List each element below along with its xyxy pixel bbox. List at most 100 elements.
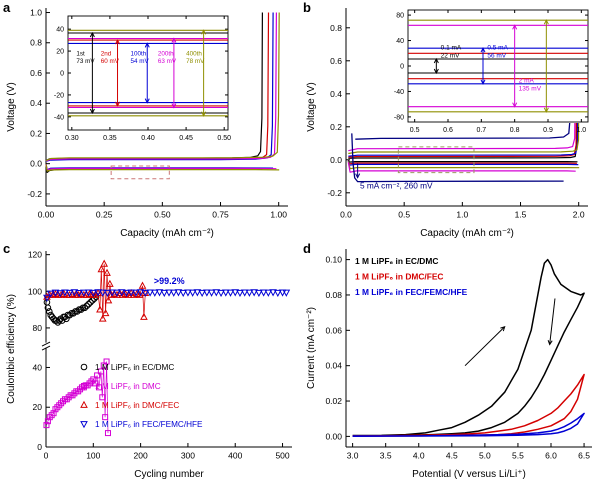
svg-text:0.08: 0.08 [325, 290, 342, 300]
svg-text:0: 0 [44, 451, 49, 461]
chart-a: 0.00 0.25 0.50 0.75 1.00-0.20.00.20.40.60.81… [6, 8, 288, 239]
arrow-2nd [115, 39, 121, 107]
svg-text:0.25: 0.25 [96, 210, 113, 220]
svg-text:0.75: 0.75 [212, 210, 229, 220]
panel-a: a 0.00 0.25 0.50 0.75 1.00 -0.2 0.0 0.2 0.4 0.6 0.… [0, 0, 300, 240]
chart-d: 3.0 3.5 4.0 4.5 5.0 5.5 6.0 6.5 0.00 0.02 0.04 0.06… [306, 249, 592, 480]
series-ovp-400th [68, 29, 228, 117]
arrow-400th [201, 29, 207, 117]
svg-text:56 mV: 56 mV [487, 52, 506, 59]
svg-text:0.50: 0.50 [154, 210, 171, 220]
svg-text:5.0: 5.0 [479, 451, 491, 461]
svg-text:4.5: 4.5 [446, 451, 458, 461]
svg-text:400th: 400th [186, 50, 202, 57]
svg-text:-20: -20 [54, 92, 64, 99]
svg-text:0.06: 0.06 [325, 325, 342, 335]
axes: 0.0 0.5 1.0 1.5 2.0 -0.2 0.0 0.2 0.4 0.6 0.8 [327, 8, 588, 220]
svg-text:1.0: 1.0 [30, 8, 42, 18]
svg-text:5 mA cm⁻², 260 mV: 5 mA cm⁻², 260 mV [360, 181, 433, 191]
arrow-2mA [512, 24, 518, 108]
svg-text:-0.2: -0.2 [327, 188, 342, 198]
svg-text:1.5: 1.5 [515, 210, 527, 220]
svg-text:0.1 mA: 0.1 mA [441, 44, 462, 51]
series-ce-dmc-fec [43, 259, 150, 322]
rate-label: 5 mA cm⁻², 260 mV [360, 181, 433, 191]
svg-text:73 mV: 73 mV [76, 58, 95, 65]
legend-label: 1 M LiPF₆ in FEC/FEMC/HFE [95, 420, 203, 429]
y-axis-label: Voltage (V) [306, 82, 317, 131]
series-ovp-2nd [68, 39, 228, 107]
legend-label: 1 M LiPF₆ in DMC [95, 382, 161, 391]
svg-text:63 mV: 63 mV [158, 58, 177, 65]
scan-direction-reverse [547, 298, 556, 346]
svg-text:20: 20 [33, 402, 43, 412]
svg-text:2 mA: 2 mA [519, 78, 535, 85]
svg-text:0.0: 0.0 [330, 155, 342, 165]
svg-text:3.0: 3.0 [347, 451, 359, 461]
svg-text:0.4: 0.4 [30, 98, 42, 108]
y-axis-label: Current (mA cm⁻²) [306, 307, 317, 389]
series-cycle-400th [45, 12, 280, 172]
svg-text:0.04: 0.04 [325, 361, 342, 371]
svg-text:5.5: 5.5 [512, 451, 524, 461]
arrow-100th [144, 42, 150, 104]
svg-text:100th: 100th [130, 50, 146, 57]
y-axis-label: Coulombic efficiency (%) [6, 294, 17, 404]
svg-text:100: 100 [28, 286, 42, 296]
svg-text:0.8: 0.8 [330, 23, 342, 33]
x-axis-label: Potential (V versus Li/Li⁺) [412, 469, 526, 480]
svg-text:20: 20 [56, 49, 64, 56]
svg-text:40: 40 [396, 38, 404, 45]
svg-text:200: 200 [134, 451, 148, 461]
svg-text:0.40: 0.40 [141, 135, 155, 142]
svg-text:135 mV: 135 mV [519, 86, 542, 93]
svg-text:0.10: 0.10 [325, 255, 342, 265]
chart-area-d: 3.0 3.5 4.0 4.5 5.0 5.5 6.0 6.5 0.00 0.02 0.04 0.06… [306, 249, 592, 480]
panel-d-label: d [303, 241, 311, 256]
svg-text:0.4: 0.4 [330, 89, 342, 99]
svg-text:0.8: 0.8 [510, 127, 520, 134]
efficiency-callout: >99.2% [154, 276, 185, 286]
svg-text:40: 40 [56, 27, 64, 34]
svg-text:120: 120 [28, 250, 42, 260]
series-rate-2mA [347, 21, 577, 173]
chart-area-b: 0.0 0.5 1.0 1.5 2.0 -0.2 0.0 0.2 0.4 0.6 0.8 Capaci… [306, 8, 588, 239]
arrow-0p5mA [480, 47, 486, 85]
axes: 0.00 0.25 0.50 0.75 1.00-0.20.00.20.40.60.81… [27, 8, 288, 220]
svg-text:-80: -80 [394, 114, 404, 121]
svg-text:80: 80 [396, 13, 404, 20]
svg-text:54 mV: 54 mV [130, 58, 149, 65]
x-axis-label: Capacity (mAh cm⁻²) [120, 228, 214, 239]
axis-break-mark [41, 345, 51, 351]
svg-text:-40: -40 [394, 89, 404, 96]
arrow-0p1mA [433, 57, 439, 75]
chart-b: 0.0 0.5 1.0 1.5 2.0 -0.2 0.0 0.2 0.4 0.6 0.8 Capaci… [306, 8, 589, 239]
svg-text:6.0: 6.0 [545, 451, 557, 461]
svg-text:1st: 1st [76, 50, 85, 57]
series-ovp-100th [68, 42, 228, 104]
panel-b: b 0.0 0.5 1.0 1.5 2.0 -0.2 0.0 0.2 0.4 0.6 0.8 Capa… [300, 0, 600, 240]
svg-text:22 mV: 22 mV [441, 52, 460, 59]
svg-text:300: 300 [181, 451, 195, 461]
panel-c-label: c [3, 241, 11, 256]
rate-arrow [355, 163, 361, 179]
arrow-tall [543, 19, 549, 113]
svg-text:0.45: 0.45 [179, 135, 193, 142]
svg-text:40: 40 [33, 362, 43, 372]
svg-text:0.6: 0.6 [330, 56, 342, 66]
svg-text:200th: 200th [158, 50, 174, 57]
svg-text:1.0: 1.0 [456, 210, 468, 220]
axes: 3.0 3.5 4.0 4.5 5.0 5.5 6.0 6.5 0.00 0.02 0.04 0.06… [325, 249, 592, 461]
legend-label: 1 M LiPF₆ in DMC/FEC [95, 401, 179, 410]
svg-text:0.9: 0.9 [543, 127, 553, 134]
svg-text:60 mV: 60 mV [101, 58, 120, 65]
svg-text:0.30: 0.30 [65, 135, 79, 142]
